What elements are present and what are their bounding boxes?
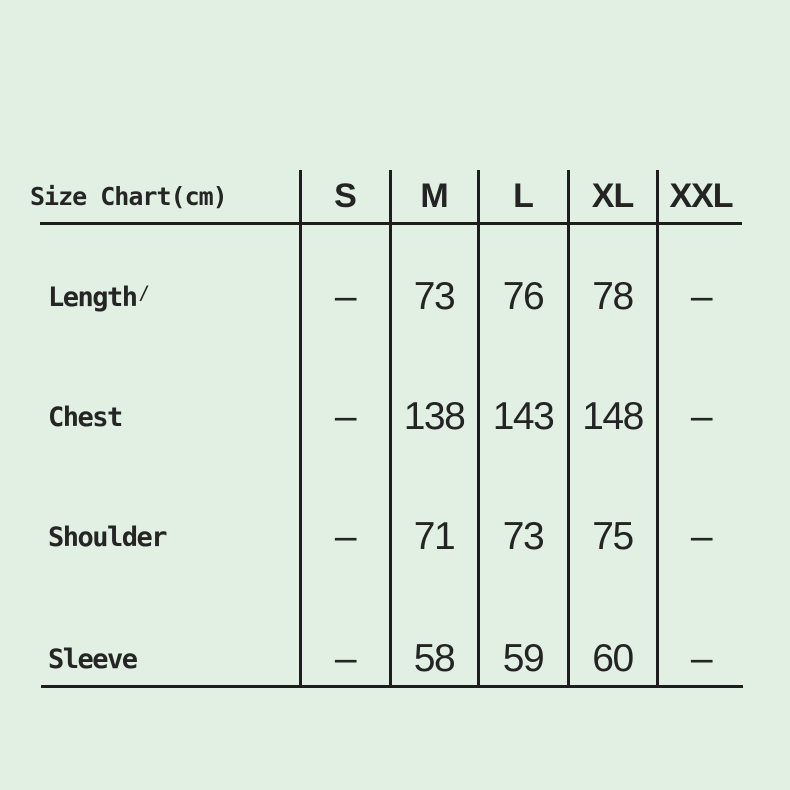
cell-s: – [334, 637, 357, 680]
cell-xl: 148 [582, 395, 644, 438]
table-row-shoulder: Shoulder – 71 73 75 – [40, 477, 745, 597]
cell-l: 59 [502, 637, 545, 680]
cell-l: 76 [502, 275, 545, 318]
column-headers: S M L XL XXL [300, 171, 745, 222]
cell-xxl: – [690, 275, 713, 318]
cell-m: 58 [413, 637, 456, 680]
row-label: Shoulder [40, 522, 300, 553]
cell-xl: 60 [592, 637, 634, 680]
cell-xxl: – [690, 395, 713, 438]
cell-l: 143 [492, 395, 555, 438]
cell-xl: 75 [592, 515, 634, 558]
chart-title: Size Chart(cm) [30, 181, 228, 211]
column-header-xxl: XXL [669, 177, 733, 215]
cell-m: 138 [403, 395, 466, 438]
cell-xxl: – [690, 637, 713, 680]
cell-s: – [334, 395, 357, 438]
row-label-text: Sleeve [48, 643, 138, 675]
column-header-l: L [513, 177, 534, 215]
cell-xxl: – [690, 515, 713, 558]
column-header-xl: XL [591, 177, 634, 215]
cell-s: – [334, 515, 357, 558]
row-label-text: Chest [48, 401, 123, 433]
column-header-s: S [334, 177, 357, 215]
column-header-m: M [420, 177, 448, 215]
row-label: Sleeve [40, 644, 300, 675]
table-row-length: Length / – 73 76 78 – [40, 237, 745, 357]
cell-s: – [334, 275, 357, 318]
cell-xl: 78 [592, 275, 634, 318]
row-label: Length / [40, 282, 300, 313]
table-bottom-border [41, 685, 743, 688]
column-divider [567, 170, 570, 687]
cell-l: 73 [502, 515, 545, 558]
column-divider [389, 170, 392, 687]
column-divider [656, 170, 659, 687]
table-row-sleeve: Sleeve – 58 59 60 – [40, 599, 745, 719]
row-label: Chest [40, 402, 300, 433]
header-underline [40, 222, 742, 225]
table-row-chest: Chest – 138 143 148 – [40, 357, 745, 477]
cell-m: 73 [413, 275, 456, 318]
column-divider [477, 170, 480, 687]
cropped-glyph: / [138, 281, 150, 304]
row-label-text: Shoulder [48, 521, 168, 553]
column-divider [299, 170, 302, 687]
cell-m: 71 [413, 515, 456, 558]
row-label-text: Length [48, 281, 138, 313]
